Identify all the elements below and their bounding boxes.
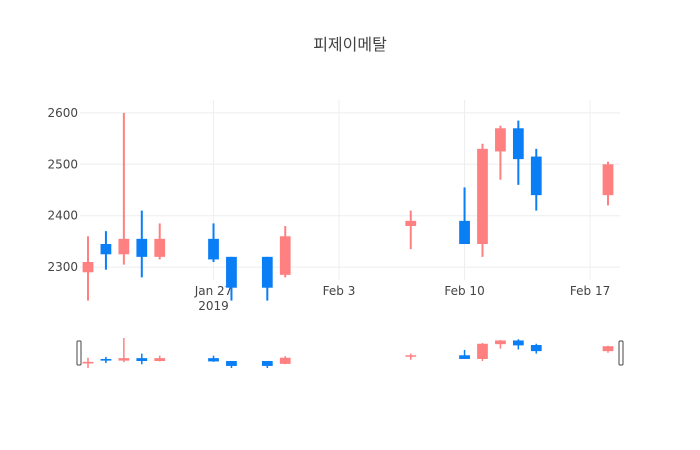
x-tick-year-label: 2019 bbox=[198, 299, 229, 313]
candle-increasing bbox=[512, 120, 524, 185]
candle-decreasing bbox=[477, 143, 488, 257]
y-axis: 2300 2400 2500 2600 bbox=[47, 106, 78, 274]
slider-candle-body bbox=[495, 340, 506, 345]
candle-increasing bbox=[136, 210, 148, 278]
slider-candle bbox=[279, 356, 291, 365]
candle-body bbox=[279, 236, 291, 275]
slider-candle bbox=[477, 342, 488, 362]
candle-body bbox=[136, 238, 148, 257]
range-slider-left-handle[interactable] bbox=[76, 340, 82, 366]
candle-increasing bbox=[459, 187, 470, 244]
x-tick-label: Feb 17 bbox=[570, 284, 610, 298]
slider-candle-body bbox=[226, 361, 237, 366]
chart-title: 피제이메탈 bbox=[313, 35, 387, 54]
slider-candle-body bbox=[512, 340, 524, 346]
candle-decreasing bbox=[495, 125, 506, 180]
candle-decreasing bbox=[602, 161, 614, 206]
candle-body bbox=[226, 256, 237, 288]
candle-body bbox=[602, 164, 614, 196]
slider-candle bbox=[459, 349, 470, 359]
candle-body bbox=[405, 220, 417, 226]
grid bbox=[80, 100, 620, 280]
slider-candle bbox=[512, 339, 524, 350]
candle-decreasing bbox=[154, 223, 166, 260]
slider-candle bbox=[495, 340, 506, 349]
candles bbox=[82, 112, 614, 301]
y-tick-label: 2400 bbox=[47, 209, 78, 223]
slider-candle-body bbox=[279, 357, 291, 364]
candle-body bbox=[100, 244, 112, 255]
x-tick-label: Jan 27 bbox=[194, 284, 233, 298]
x-tick-label: Feb 10 bbox=[444, 284, 484, 298]
slider-candle bbox=[530, 343, 542, 354]
candle-body bbox=[530, 156, 542, 196]
candle-decreasing bbox=[118, 112, 130, 265]
slider-candle bbox=[82, 357, 94, 368]
slider-candle-body bbox=[100, 358, 112, 361]
candle-decreasing bbox=[82, 236, 94, 301]
slider-candle-body bbox=[82, 361, 94, 364]
slider-candle-body bbox=[118, 358, 130, 361]
candle-body bbox=[82, 262, 94, 273]
slider-candle bbox=[118, 338, 130, 363]
range-slider-right-handle[interactable] bbox=[618, 340, 624, 366]
candle-body bbox=[118, 238, 130, 255]
slider-candle bbox=[136, 353, 148, 365]
slider-candle-body bbox=[405, 355, 417, 357]
y-tick-label: 2500 bbox=[47, 157, 78, 171]
candle-increasing bbox=[530, 148, 542, 211]
candle-decreasing bbox=[405, 210, 417, 250]
slider-candle bbox=[602, 345, 614, 353]
candle-body bbox=[512, 128, 524, 160]
candle-increasing bbox=[208, 223, 219, 262]
candle-body bbox=[477, 148, 488, 244]
slider-candle-body bbox=[154, 358, 166, 362]
candle-increasing bbox=[261, 256, 273, 301]
slider-candle bbox=[100, 356, 112, 364]
candle-decreasing bbox=[279, 226, 291, 278]
slider-candle bbox=[226, 361, 237, 368]
candle-body bbox=[208, 238, 219, 260]
candle-increasing bbox=[226, 256, 237, 301]
y-tick-label: 2600 bbox=[47, 106, 78, 120]
candle-increasing bbox=[100, 231, 112, 270]
slider-candle-body bbox=[459, 355, 470, 359]
slider-candle bbox=[154, 355, 166, 362]
candle-body bbox=[459, 220, 470, 244]
candle-body bbox=[261, 256, 273, 288]
slider-candle bbox=[405, 353, 417, 360]
candle-body bbox=[495, 128, 506, 152]
slider-candle bbox=[208, 355, 219, 362]
x-tick-label: Feb 3 bbox=[323, 284, 356, 298]
y-tick-label: 2300 bbox=[47, 260, 78, 274]
slider-candle-body bbox=[208, 358, 219, 362]
candle-body bbox=[154, 238, 166, 257]
slider-candle-body bbox=[602, 346, 614, 352]
slider-candle-body bbox=[477, 343, 488, 359]
slider-candle-body bbox=[530, 344, 542, 352]
range-slider[interactable] bbox=[76, 338, 624, 368]
slider-candle-body bbox=[136, 358, 148, 362]
slider-candle-body bbox=[261, 361, 273, 366]
slider-candle bbox=[261, 361, 273, 368]
